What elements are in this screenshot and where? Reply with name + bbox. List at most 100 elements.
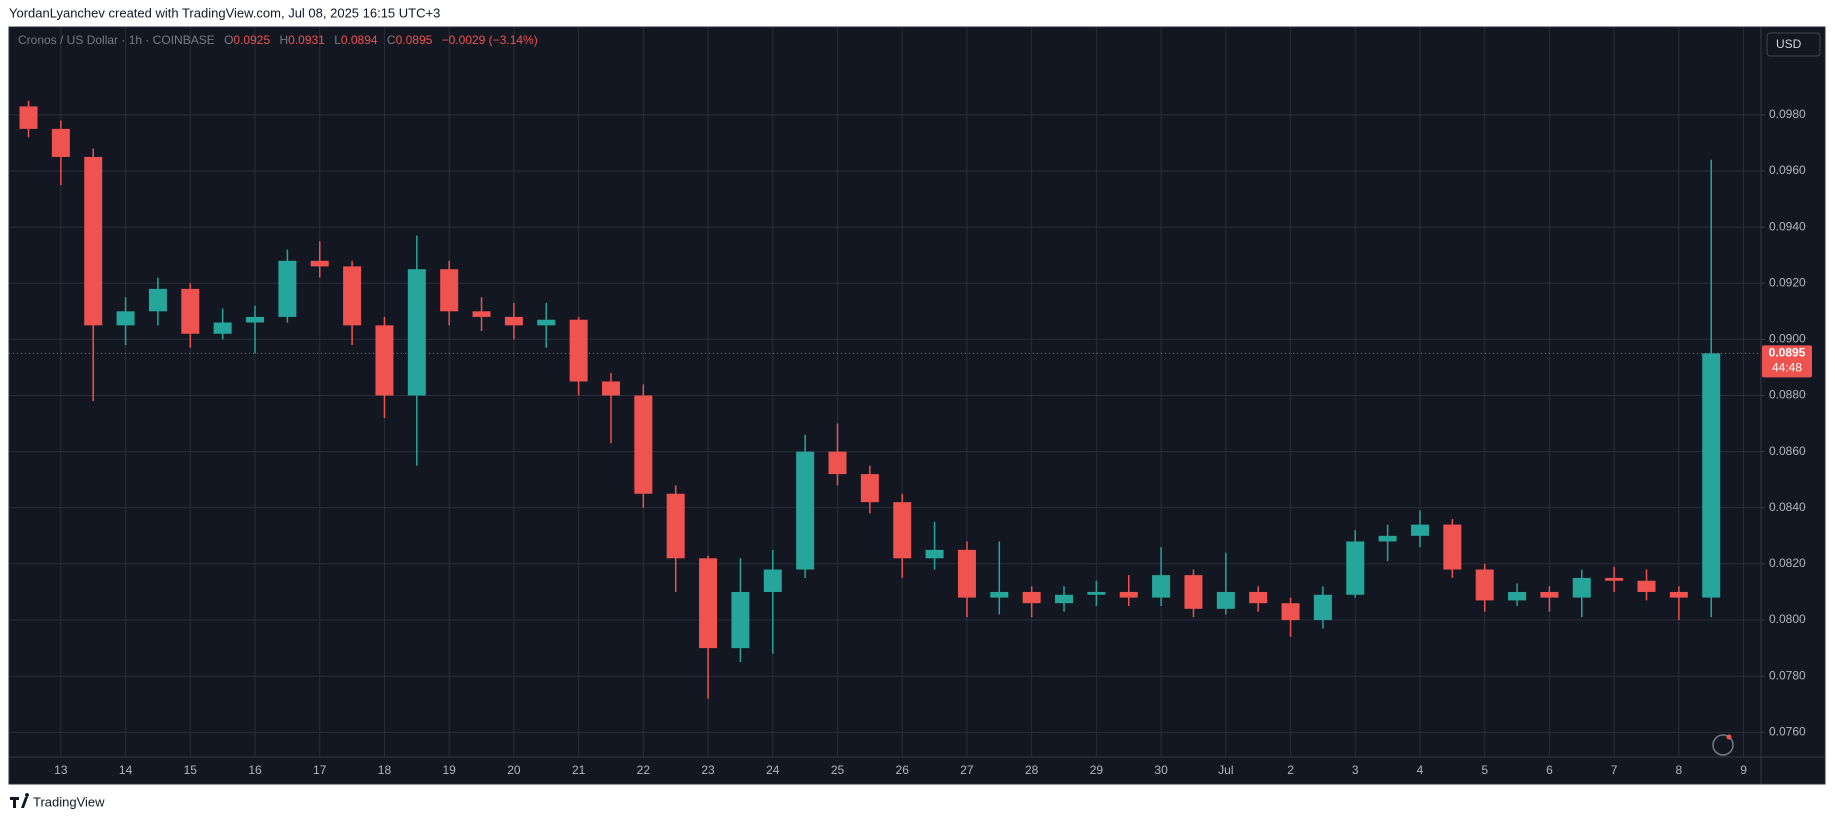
candle-body <box>343 266 362 326</box>
x-tick-label: 4 <box>1417 763 1424 777</box>
candle-body <box>569 319 588 382</box>
x-tick-label: 23 <box>701 763 715 777</box>
candles <box>19 100 1721 699</box>
header-text: YordanLyanchev created with TradingView.… <box>9 5 440 20</box>
candle-body <box>796 451 815 570</box>
candle-body <box>1152 575 1171 598</box>
legend-value: 0.0931 <box>288 33 325 47</box>
y-tick-label: 0.0940 <box>1769 219 1806 233</box>
candle-body <box>148 288 167 312</box>
candle-body <box>1346 541 1365 595</box>
candle-body <box>1572 577 1591 598</box>
candle-body <box>634 395 653 494</box>
x-tick-label: 28 <box>1025 763 1039 777</box>
last-price-box <box>1762 345 1812 378</box>
candle-body <box>731 591 750 649</box>
candle-body <box>84 156 103 326</box>
replay-icon[interactable] <box>1712 734 1734 756</box>
x-tick-label: 15 <box>184 763 198 777</box>
candle-body <box>1605 577 1624 581</box>
candle-body <box>666 493 685 559</box>
x-tick-label: 17 <box>313 763 327 777</box>
candle-body <box>51 128 70 157</box>
candle-body <box>537 319 556 326</box>
candle-body <box>472 311 491 317</box>
x-tick-label: 2 <box>1287 763 1294 777</box>
y-tick-label: 0.0900 <box>1769 332 1806 346</box>
x-tick-label: 25 <box>831 763 845 777</box>
candle-body <box>763 569 782 592</box>
legend-label: H <box>279 33 288 47</box>
x-tick-label: 14 <box>119 763 133 777</box>
legend-symbol: Cronos / US Dollar · 1h · COINBASE <box>18 33 215 47</box>
candle-body <box>1087 591 1106 595</box>
footer-logo: TradingView <box>10 793 105 809</box>
candle-body <box>1443 524 1462 570</box>
y-tick-label: 0.0880 <box>1769 388 1806 402</box>
x-tick-label: 19 <box>443 763 457 777</box>
legend-label: O <box>224 33 233 47</box>
x-tick-label: 20 <box>507 763 521 777</box>
candle-body <box>1281 603 1300 621</box>
x-tick-label: 27 <box>960 763 974 777</box>
y-tick-label: 0.0960 <box>1769 163 1806 177</box>
candle-body <box>1637 580 1656 592</box>
candle-body <box>407 269 426 396</box>
x-tick-label: 26 <box>896 763 910 777</box>
candle-body <box>375 325 394 396</box>
candle-body <box>1216 591 1235 609</box>
y-tick-label: 0.0760 <box>1769 724 1806 738</box>
candle-body <box>246 316 265 323</box>
logo-mark <box>10 793 30 808</box>
x-tick-label: 24 <box>766 763 780 777</box>
candle-body <box>1022 591 1041 604</box>
y-tick-label: 0.0920 <box>1769 275 1806 289</box>
x-tick-label: 3 <box>1352 763 1359 777</box>
legend-change: −0.0029 (−3.14%) <box>442 33 538 47</box>
currency-button[interactable] <box>1766 32 1821 57</box>
candle-body <box>1184 575 1203 609</box>
candle-body <box>1055 594 1074 604</box>
candle-body <box>278 260 297 317</box>
candle-body <box>440 269 459 312</box>
candle-body <box>1119 591 1138 598</box>
candle-body <box>893 502 912 559</box>
y-tick-label: 0.0840 <box>1769 500 1806 514</box>
y-tick-label: 0.0800 <box>1769 612 1806 626</box>
candle-body <box>1669 591 1688 598</box>
last-price-label: 0.0895 <box>1769 346 1806 360</box>
candle-body <box>957 549 976 598</box>
candle-body <box>181 288 200 334</box>
candle-body <box>990 591 1009 598</box>
x-tick-label: 7 <box>1611 763 1618 777</box>
x-tick-label: 9 <box>1740 763 1747 777</box>
x-tick-label: Jul <box>1218 763 1233 777</box>
candle-body <box>699 558 718 649</box>
candle-body <box>828 451 847 475</box>
x-tick-label: 29 <box>1090 763 1104 777</box>
legend-value: 0.0925 <box>233 33 270 47</box>
x-tick-label: 22 <box>637 763 651 777</box>
candle-body <box>1410 524 1429 536</box>
candle-body <box>1702 353 1721 598</box>
x-tick-label: 30 <box>1154 763 1168 777</box>
candle-body <box>1540 591 1559 598</box>
y-tick-label: 0.0980 <box>1769 107 1806 121</box>
countdown-label: 44:48 <box>1772 361 1802 375</box>
candle-body <box>1508 591 1527 601</box>
alert-dot <box>1726 734 1732 740</box>
y-tick-label: 0.0860 <box>1769 444 1806 458</box>
candle-body <box>213 322 232 334</box>
candle-body <box>1313 594 1332 621</box>
chart-frame <box>8 26 1826 785</box>
x-tick-label: 13 <box>54 763 68 777</box>
candle-body <box>601 381 620 396</box>
legend: Cronos / US Dollar · 1h · COINBASE O0.09… <box>18 33 538 47</box>
candle-body <box>504 316 523 326</box>
y-tick-label: 0.0780 <box>1769 668 1806 682</box>
candle-body <box>116 311 135 326</box>
candle-body <box>925 549 944 559</box>
candle-body <box>1475 569 1494 601</box>
